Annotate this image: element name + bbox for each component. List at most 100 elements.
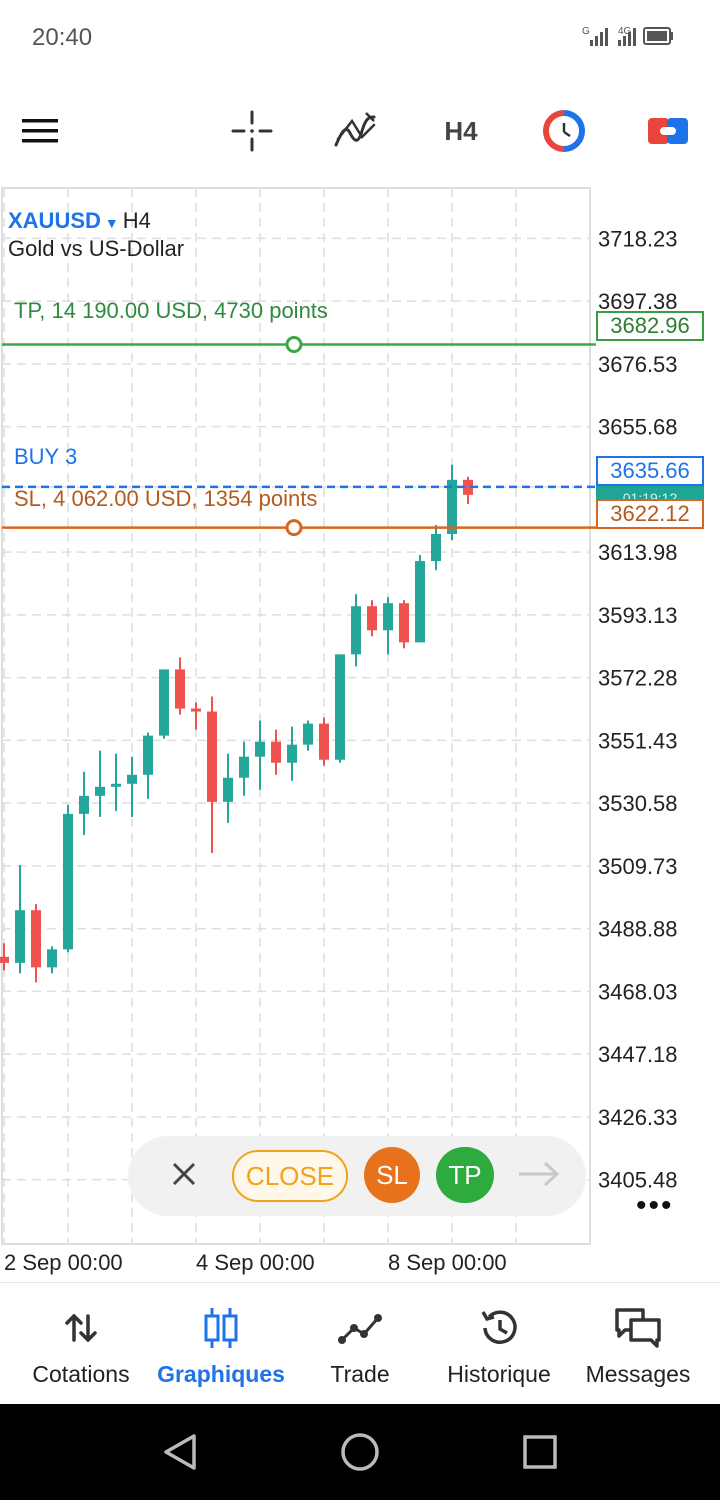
candle-body xyxy=(399,603,409,643)
candle-body xyxy=(191,708,201,712)
crosshair-icon xyxy=(231,110,273,152)
candle-body xyxy=(95,786,105,796)
y-tick-label: 3572.28 xyxy=(598,666,678,691)
nav-item-history[interactable]: Historique xyxy=(429,1303,569,1395)
symbol-timeframe: H4 xyxy=(122,208,151,233)
nav-item-charts[interactable]: Graphiques xyxy=(151,1303,291,1395)
candle-body xyxy=(0,956,9,963)
y-tick-label: 3593.13 xyxy=(598,603,678,628)
candle-body xyxy=(159,669,169,736)
trade-icon xyxy=(338,1314,382,1344)
buy-line-label: BUY 3 xyxy=(14,444,78,469)
y-tick-label: 3488.88 xyxy=(598,917,678,942)
close-position-button[interactable]: CLOSE xyxy=(232,1150,348,1202)
indicators-icon xyxy=(334,112,376,147)
candle-body xyxy=(303,723,313,745)
tp-line-handle xyxy=(285,336,303,354)
stop-loss-button[interactable]: SL xyxy=(364,1147,420,1203)
trade-action-panel: CLOSE SL TP xyxy=(128,1136,586,1216)
bottom-navigation: Cotations Graphiques Trade xyxy=(0,1282,720,1404)
candle-body xyxy=(63,813,73,950)
messages-icon xyxy=(615,1308,661,1348)
candle-body xyxy=(463,479,473,495)
home-icon xyxy=(341,1433,379,1471)
y-tick-label: 3613.98 xyxy=(598,540,678,565)
chart-area[interactable]: 3718.23 3697.38 3676.53 3655.68 3635.66 3613.… xyxy=(0,186,720,1280)
nav-label-history: Historique xyxy=(447,1361,551,1387)
nav-label-messages: Messages xyxy=(585,1361,691,1387)
candle-body xyxy=(15,910,25,963)
x-tick-label: 8 Sep 00:00 xyxy=(388,1250,507,1275)
y-tick-label: 3509.73 xyxy=(598,854,678,879)
y-tick-label: 3676.53 xyxy=(598,352,678,377)
more-options-icon[interactable]: ••• xyxy=(636,1189,674,1222)
candle-body xyxy=(175,669,185,709)
candle-body xyxy=(447,479,457,534)
nav-item-quotes[interactable]: Cotations xyxy=(11,1303,151,1395)
candle-body xyxy=(319,723,329,760)
signal-icon-2 xyxy=(618,28,636,46)
network-label: 4G xyxy=(618,26,632,37)
price-chart[interactable]: 3718.23 3697.38 3676.53 3655.68 3635.66 3613.… xyxy=(0,186,720,1280)
dismiss-button[interactable] xyxy=(164,1154,204,1194)
crosshair-button[interactable] xyxy=(228,106,276,156)
candle-body xyxy=(127,774,137,784)
status-bar: 20:40 G 4G xyxy=(0,0,720,76)
y-tick-label: 3697.38 xyxy=(598,289,678,314)
y-tick-label: 3447.18 xyxy=(598,1042,678,1067)
quotes-icon xyxy=(65,1314,97,1342)
y-tick-label: 3426.33 xyxy=(598,1105,678,1130)
menu-button[interactable] xyxy=(18,106,62,156)
system-navigation-bar xyxy=(0,1404,720,1500)
signal-icon xyxy=(590,28,608,46)
status-time: 20:40 xyxy=(32,24,93,51)
sl-line-handle xyxy=(285,519,303,537)
close-icon xyxy=(172,1162,196,1186)
nav-label-quotes: Cotations xyxy=(32,1361,130,1387)
y-tick-label: 3718.23 xyxy=(598,226,678,251)
timeframe-button[interactable]: H4 xyxy=(444,115,478,146)
nav-item-messages[interactable]: Messages xyxy=(568,1303,708,1395)
candle-body xyxy=(47,949,57,968)
bar-timer: 01:19:12 xyxy=(596,486,704,500)
indicators-button[interactable] xyxy=(330,106,380,156)
tp-line-label: TP, 14 190.00 USD, 4730 points xyxy=(14,298,328,323)
candle-body xyxy=(431,533,441,562)
y-tick-label: 3530.58 xyxy=(598,791,678,816)
back-button[interactable] xyxy=(156,1428,204,1476)
arrow-right-icon xyxy=(519,1161,560,1187)
nav-item-trade[interactable]: Trade xyxy=(290,1303,430,1395)
candle-body xyxy=(223,777,233,802)
candle-body xyxy=(383,603,393,631)
one-click-trading-icon xyxy=(543,110,585,152)
candle-body xyxy=(143,735,153,775)
recents-button[interactable] xyxy=(516,1428,564,1476)
tp-price-tag: 3682.96 xyxy=(596,311,704,341)
recents-icon xyxy=(523,1435,557,1469)
candle-body xyxy=(287,744,297,763)
y-tick-label: 3655.68 xyxy=(598,415,678,440)
trade-panel-toggle-icon xyxy=(648,118,688,144)
candle-body xyxy=(31,910,41,968)
dropdown-arrow-icon: ▼ xyxy=(104,215,119,231)
candle-body xyxy=(79,795,89,814)
symbol-selector[interactable]: XAUUSD ▼ H4 xyxy=(8,208,151,234)
candle-body xyxy=(351,606,361,655)
candle-body xyxy=(367,606,377,631)
back-icon xyxy=(164,1434,196,1470)
x-tick-label: 2 Sep 00:00 xyxy=(4,1250,123,1275)
next-button[interactable] xyxy=(516,1154,562,1194)
one-click-trading-button[interactable] xyxy=(540,106,588,156)
candle-body xyxy=(415,561,425,643)
trade-panel-toggle-button[interactable] xyxy=(644,106,692,156)
symbol-description: Gold vs US-Dollar xyxy=(8,236,185,261)
take-profit-button[interactable]: TP xyxy=(436,1147,494,1203)
signal-label: G xyxy=(582,26,590,37)
chart-toolbar: H4 xyxy=(0,96,720,166)
status-icons: G 4G xyxy=(580,22,690,57)
nav-label-charts: Graphiques xyxy=(157,1361,285,1387)
charts-icon xyxy=(204,1308,238,1348)
home-button[interactable] xyxy=(336,1428,384,1476)
y-tick-label: 3405.48 xyxy=(598,1168,678,1193)
y-tick-label: 3468.03 xyxy=(598,979,678,1004)
